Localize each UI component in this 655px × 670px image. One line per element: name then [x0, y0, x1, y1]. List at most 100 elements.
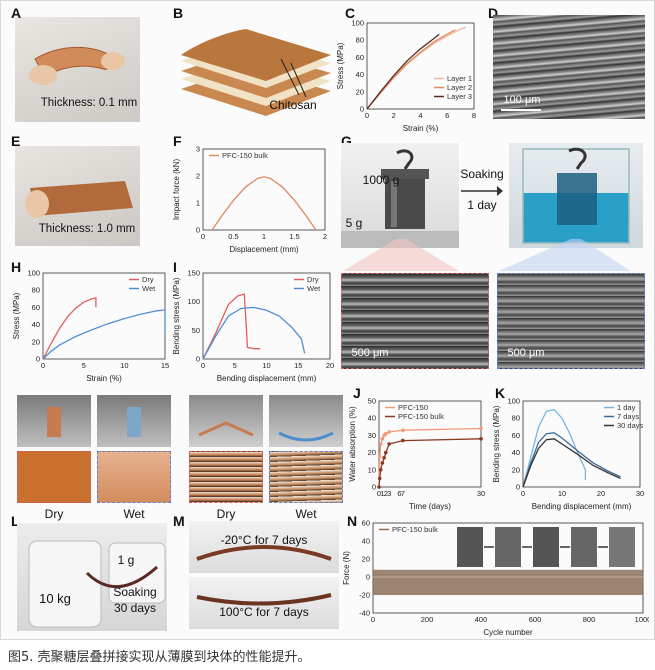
figure-caption: 图5. 壳聚糖层叠拼接实现从薄膜到块体的性能提升。	[8, 650, 311, 665]
x-axis-label: Strain (%)	[86, 374, 122, 383]
y-axis-label: Bending stress (MPa)	[172, 277, 181, 354]
panel-a-label: A	[11, 5, 22, 21]
y-tick-label: 20	[368, 448, 376, 457]
arrow-1-icon	[280, 58, 300, 96]
data-point	[479, 426, 483, 431]
data-point	[378, 442, 383, 446]
plot-frame	[522, 400, 641, 488]
y-tick-label: 50	[192, 326, 200, 335]
y-tick-label: 60	[512, 431, 520, 440]
legend-entry: 1 day	[617, 403, 636, 412]
legend-entry: 7 days	[617, 412, 639, 421]
sem-image-d	[493, 15, 645, 119]
series-line-1	[378, 438, 482, 488]
y-tick-label: 80	[356, 36, 364, 45]
series-line-1	[522, 432, 621, 488]
legend-entry: Dry	[307, 275, 319, 284]
legend-entry: Layer 3	[447, 92, 472, 101]
plot-frame	[202, 148, 326, 231]
panel-j-label: J	[353, 385, 361, 401]
weight-5g: 5 g	[345, 216, 363, 230]
x-axis-label: Cycle number	[483, 628, 533, 637]
x-tick-label: 0	[41, 361, 45, 370]
series-line-2	[522, 438, 621, 488]
x-tick-label: 0	[377, 489, 381, 498]
data-point	[382, 455, 386, 460]
x-tick-label: 30	[477, 489, 485, 498]
x-tick-label: 0	[201, 361, 205, 370]
x-tick-label: 20	[597, 489, 605, 498]
data-point	[387, 430, 391, 434]
y-tick-label: 0	[360, 105, 364, 114]
series-line-1	[202, 306, 306, 360]
x-tick-label: 0	[371, 615, 375, 624]
y-tick-label: 20	[356, 87, 364, 96]
x-tick-label: 200	[421, 615, 434, 624]
y-tick-label: 80	[32, 286, 40, 295]
x-tick-label: 1	[262, 232, 266, 241]
plot-frame	[202, 272, 331, 360]
x-tick-label: 7	[401, 489, 405, 498]
y-tick-label: 0	[372, 483, 376, 492]
panel-h-label: H	[11, 259, 22, 275]
panel-a-photo	[15, 17, 140, 122]
y-tick-label: 60	[32, 303, 40, 312]
y-tick-label: 0	[36, 355, 40, 364]
data-point	[377, 454, 382, 458]
cyclic-force-chart-n: 0 200 400 600 800 1000 -40 -20 0 20 40 60 Cycle numb…	[342, 519, 649, 638]
impact-force-chart-f: 0 0.5 1 1.5 2 0 1 2 3 Displacement (mm) Impact for…	[172, 145, 327, 255]
water-jug-image	[28, 540, 166, 628]
panel-l-label: L	[11, 513, 20, 529]
sem-scale-d: 100 μm	[503, 94, 541, 106]
x-tick-label: 600	[529, 615, 542, 624]
x-tick-label: 10	[558, 489, 566, 498]
legend-entry: 30 days	[617, 421, 644, 430]
legend-entry: Layer 1	[447, 74, 472, 83]
l-1g-label: 1 g	[117, 553, 135, 567]
plot-frame	[366, 22, 475, 110]
l-10kg-label: 10 kg	[39, 591, 71, 606]
force-band	[373, 569, 643, 595]
x-tick-label: 30	[636, 489, 644, 498]
y-axis-label: Force (N)	[342, 551, 351, 585]
x-tick-label: 6	[397, 489, 401, 498]
panel-a-thickness: Thickness: 0.1 mm	[40, 97, 138, 109]
sem-scale-dry: 500 μm	[351, 347, 389, 359]
y-tick-label: 100	[187, 297, 200, 306]
x-tick-label: 15	[294, 361, 302, 370]
x-tick-label: 1.5	[289, 232, 299, 241]
data-point	[384, 450, 388, 455]
x-tick-label: 800	[583, 615, 596, 624]
data-point	[479, 437, 483, 441]
y-tick-label: 1	[196, 199, 200, 208]
zoom-guides	[343, 239, 631, 271]
x-axis-label: Bending displacement (mm)	[217, 374, 317, 383]
sem-scale-wet: 500 μm	[507, 347, 545, 359]
x-tick-label: 2	[323, 232, 327, 241]
x-tick-label: 3	[387, 489, 391, 498]
data-point	[377, 485, 381, 489]
x-axis-label: Strain (%)	[403, 124, 439, 133]
jug-photo	[17, 523, 167, 631]
legend-entry: Dry	[142, 275, 154, 284]
y-tick-label: 2	[196, 172, 200, 181]
data-point	[401, 428, 405, 433]
legend-entry: PFC-150 bulk	[222, 151, 268, 160]
water-absorption-chart-j: 0 1 2 3 6 7 30 0 10 20 30 40 50 Time (days) Water abso…	[348, 397, 485, 512]
series-line-0	[42, 297, 97, 360]
y-axis-label: Bending stress (MPa)	[492, 405, 501, 482]
panel-m-label: M	[173, 513, 185, 529]
series-line-0	[211, 176, 317, 231]
l-30days-label: 30 days	[113, 601, 157, 615]
x-tick-label: 10	[262, 361, 270, 370]
bending-chart-k: 0 10 20 30 0 20 40 60 80 100 Bending displacement …	[492, 397, 644, 512]
y-tick-label: 40	[362, 537, 370, 546]
m-hot-label: 100°C for 7 days	[219, 605, 309, 619]
y-tick-label: 20	[512, 465, 520, 474]
bend-fracture-wet-photo	[269, 451, 343, 503]
data-point	[380, 461, 385, 465]
y-tick-label: 20	[362, 555, 370, 564]
panel-g-label: G	[341, 133, 352, 149]
x-tick-label: 2	[392, 111, 396, 120]
